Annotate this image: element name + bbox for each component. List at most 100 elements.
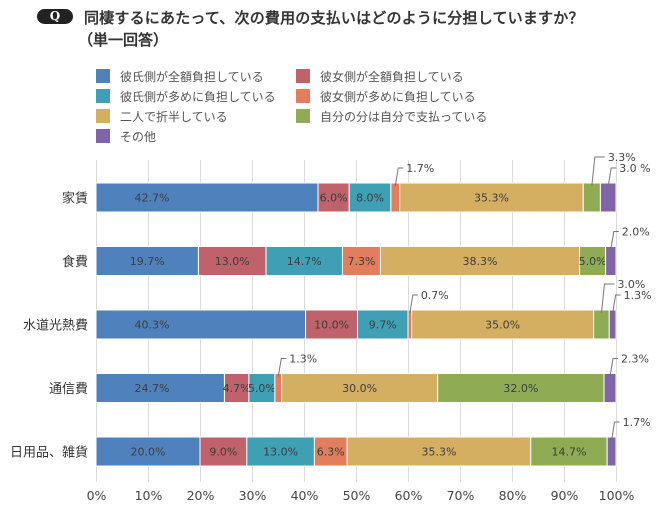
data-label: 8.0% [356,192,384,205]
bar-segment [411,309,595,340]
bar-segment [593,309,610,340]
callout-leader-line [610,231,619,250]
bar-segment [223,373,250,403]
legend-swatch [96,69,110,83]
callout-leader-line [409,294,418,314]
data-label: 24.7% [135,382,170,395]
category-label: 食費 [62,254,88,270]
x-tick-label: 40% [291,488,319,503]
legend-swatch [96,129,110,143]
bar-segment [317,182,350,213]
x-tick-label: 30% [239,488,267,503]
data-label: 7.3% [347,255,375,268]
bar-segment [437,373,605,403]
chart-subtitle: （単一回答） [78,31,169,49]
callout-leader-line [394,167,404,187]
legend-label: 彼女側が全額負担している [320,69,464,84]
bar-segment [605,246,617,276]
legend-swatch [296,109,310,123]
data-label: 38.3% [463,255,498,268]
data-label: 5.0% [579,255,607,268]
x-tick-label: 90% [551,488,579,503]
callout-data-label: 0.7% [421,289,449,302]
bar-segment [95,182,319,213]
callout-leader-line [611,421,620,441]
data-label: 13.0% [263,446,298,459]
bar-segment [582,182,601,213]
legend-label: その他 [120,129,157,144]
data-label: 14.7% [287,255,322,268]
bar-segment [357,309,409,340]
legend-item: 彼氏側が多めに負担している [96,86,296,106]
data-label: 30.0% [342,382,377,395]
bar-segment [274,373,283,403]
bar-segment [313,436,348,467]
bar-segment [346,436,532,467]
legend-swatch [96,89,110,103]
legend-label: 彼女側が多めに負担している [320,89,476,104]
callout-data-label: 1.3% [289,353,317,366]
callout-leader-line [609,358,619,377]
bar-segment [265,246,343,276]
callout-leader-line [600,283,615,314]
x-tick-label: 100% [599,488,635,503]
bar-segment [95,436,201,467]
legend-item: 彼女側が多めに負担している [296,86,536,106]
bar-segment [341,246,381,276]
callout-data-label: 3.0 % [619,162,650,175]
callout-data-label: 3.0% [617,278,645,291]
x-tick-label: 70% [447,488,475,503]
callout-data-label: 1.3% [624,289,652,302]
legend-label: 自分の分は自分で支払っている [320,109,488,124]
callout-leader-line [612,294,621,314]
data-label: 6.0% [320,192,348,205]
x-tick-label: 50% [343,488,371,503]
chart-title: 同棲するにあたって、次の費用の支払いはどのように分担していますか？ [84,9,584,27]
category-label: 家賃 [62,191,88,207]
bar-segment [608,309,617,340]
x-tick-label: 0% [87,488,107,503]
data-label: 6.3% [317,446,345,459]
callout-data-label: 2.0% [622,226,650,239]
data-label: 20.0% [131,446,166,459]
callout-leader-line [591,156,605,187]
x-tick-label: 20% [187,488,215,503]
data-label: 35.0% [485,319,520,332]
data-label: 9.0% [209,446,237,459]
data-label: 42.7% [135,192,170,205]
bar-segment [599,182,617,213]
legend-swatch [296,89,310,103]
callout-leader-line [277,358,287,377]
data-label: 14.7% [551,446,586,459]
data-label: 13.0% [215,255,250,268]
data-label: 40.3% [135,319,170,332]
callout-data-label: 2.3% [621,353,649,366]
legend-item: 自分の分は自分で支払っている [296,106,536,126]
legend-item: 二人で折半している [96,106,296,126]
bar-segment [305,309,359,340]
data-label: 9.7% [369,319,397,332]
bar-segment [95,246,199,276]
category-label: 水道光熱費 [23,319,88,334]
category-label: 通信費 [49,382,88,397]
question-badge: Q [37,9,73,24]
data-label: 10.0% [314,319,349,332]
bar-segment [95,309,307,340]
callout-leader-line [607,167,617,187]
category-label: 日用品、雑貨 [10,445,88,461]
x-tick-label: 10% [135,488,163,503]
bar-segment [399,182,584,213]
legend-label: 二人で折半している [120,109,228,124]
bar-segment [281,373,439,403]
legend-swatch [296,69,310,83]
bar-segment [379,246,581,276]
callout-data-label: 1.7% [623,416,651,429]
legend-swatch [96,109,110,123]
legend-item: 彼氏側が全額負担している [96,66,296,86]
data-label: 35.3% [474,192,509,205]
callout-data-label: 3.3% [608,151,636,164]
bar-segment [407,309,413,340]
bar-segment [530,436,608,467]
bar-segment [603,373,617,403]
